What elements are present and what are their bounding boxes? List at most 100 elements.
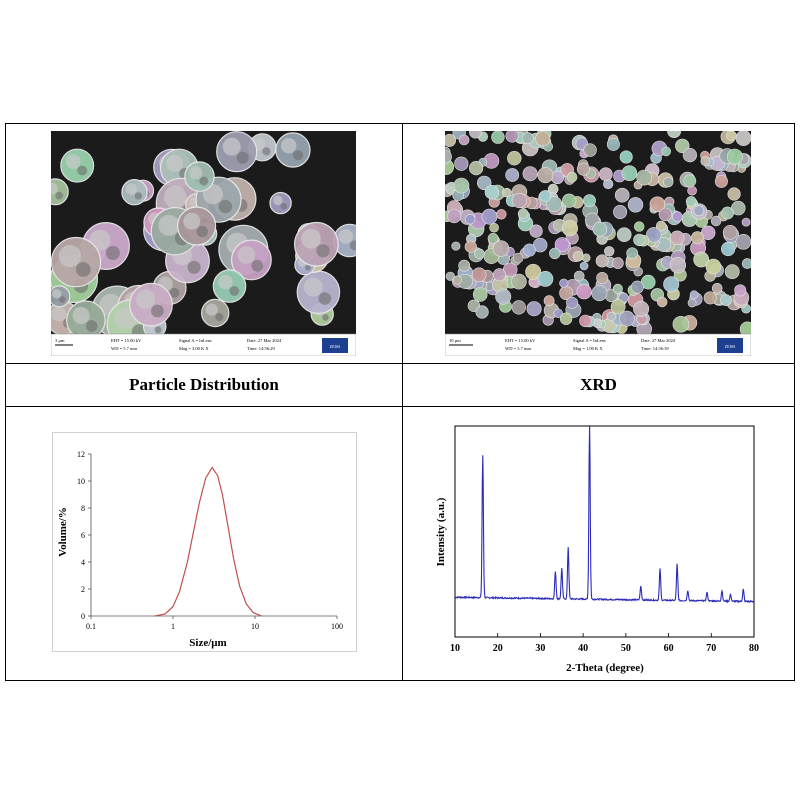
sem-particle xyxy=(481,208,498,225)
xrd-plot-frame xyxy=(454,425,755,638)
xrd-x-tick-label: 30 xyxy=(535,643,545,654)
sem-particle-shadow xyxy=(199,176,209,186)
sem-particle-highlight xyxy=(72,306,90,324)
sem-particle xyxy=(618,310,635,327)
sem-particle xyxy=(525,263,542,280)
sem-particle xyxy=(469,131,482,139)
figure-table xyxy=(5,123,795,681)
sem-particle-shadow xyxy=(187,260,201,274)
sem-particle xyxy=(604,246,615,257)
sem-particle xyxy=(596,272,609,285)
sem-particle xyxy=(475,305,489,319)
sem-particle xyxy=(627,197,644,213)
sem-particle xyxy=(447,209,462,224)
zeiss-logo-left xyxy=(322,338,348,353)
sem-right-scale-label: 10 µm xyxy=(449,338,461,343)
sem-particle xyxy=(505,131,519,143)
sem-particle-highlight xyxy=(218,274,233,290)
sem-particle-shadow xyxy=(169,287,180,298)
table-column-divider xyxy=(402,123,403,681)
sem-particle-shadow xyxy=(318,292,332,305)
sem-particle xyxy=(526,301,542,317)
sem-particle xyxy=(612,283,623,294)
sem-particle-shadow xyxy=(154,326,162,334)
sem-particle xyxy=(522,243,536,257)
sem-particle xyxy=(672,316,690,333)
xrd-x-axis-label: 2-Theta (degree) xyxy=(566,662,644,674)
sem-particle xyxy=(454,156,469,171)
sem-particle-shadow xyxy=(304,264,311,271)
sem-particle xyxy=(710,215,722,227)
xrd-x-tick-label: 10 xyxy=(450,643,460,654)
sem-particle xyxy=(583,194,596,208)
sem-particle xyxy=(610,299,626,315)
sem-particle-highlight xyxy=(237,246,256,264)
sem-particle xyxy=(599,167,613,182)
sem-right-info-2: WD = 5.7 mm xyxy=(505,346,532,351)
sem-particle xyxy=(573,270,585,282)
sem-left-info-3: Signal A = InLens xyxy=(179,338,212,343)
sem-particle xyxy=(458,259,471,272)
sem-particle xyxy=(687,298,697,308)
sem-particle xyxy=(735,131,751,146)
xrd-x-tick-label: 50 xyxy=(621,643,631,654)
xrd-x-tick-label: 80 xyxy=(749,643,759,654)
sem-particle xyxy=(521,132,534,145)
sem-particle-shadow xyxy=(229,286,240,296)
sem-particle-highlight xyxy=(65,154,81,169)
sem-particle-highlight xyxy=(52,289,62,299)
sem-particle xyxy=(705,258,722,275)
sem-particle xyxy=(566,296,579,309)
sem-particle xyxy=(735,234,751,250)
sem-particle-shadow xyxy=(215,313,224,322)
sem-right-info-bar xyxy=(445,333,751,356)
sem-particle xyxy=(621,165,638,182)
sem-particle xyxy=(549,247,561,260)
sem-particle xyxy=(554,237,570,252)
sem-particle xyxy=(657,296,668,308)
sem-particle xyxy=(559,312,573,325)
sem-particle xyxy=(591,285,608,302)
psd-y-tick-label: 4 xyxy=(81,558,85,567)
sem-particle xyxy=(630,280,644,294)
zeiss-logo-right-text: ZEISS xyxy=(725,344,736,349)
sem-particle xyxy=(612,257,624,269)
sem-particle xyxy=(724,264,740,280)
particle-distribution-chart: 0 2 4 6 8 10 12 0.1 1 10 100 Size/μm Volume/% xyxy=(52,432,357,652)
sem-particle xyxy=(616,227,632,242)
sem-particle xyxy=(512,252,524,264)
sem-particle xyxy=(562,193,577,208)
sem-particle xyxy=(693,205,705,216)
sem-particle-highlight xyxy=(58,244,81,268)
sem-particle xyxy=(693,251,710,268)
sem-particle xyxy=(606,311,616,321)
sem-particle xyxy=(619,150,633,164)
sem-particle-shadow xyxy=(196,225,208,238)
sem-left-info-6: Time: 14:56:29 xyxy=(247,346,275,351)
sem-particle-shadow xyxy=(262,147,271,156)
sem-particle xyxy=(726,131,737,142)
sem-particle xyxy=(722,225,738,240)
sem-particle xyxy=(566,171,578,183)
sem-image-right: 10 µm EHT = 15.00 kV WD = 5.7 mm Signal … xyxy=(445,131,751,356)
zeiss-logo-left-text: ZEISS xyxy=(330,344,341,349)
sem-particle xyxy=(505,168,520,182)
sem-particle xyxy=(720,294,732,306)
sem-particle xyxy=(537,270,554,287)
sem-particle xyxy=(474,248,485,260)
psd-y-tick-label: 10 xyxy=(77,477,85,486)
sem-particle xyxy=(595,254,609,268)
sem-particle xyxy=(445,271,455,281)
xrd-chart: 10 20 30 40 50 60 70 80 2-Theta (degree) Intens… xyxy=(435,425,759,674)
sem-particle xyxy=(734,284,747,297)
sem-particle-highlight xyxy=(205,303,218,316)
sem-particle xyxy=(592,221,608,237)
sem-particle xyxy=(690,231,704,245)
sem-particle-highlight xyxy=(222,137,241,156)
sem-particle xyxy=(522,166,538,182)
sem-right-info-4: Mag = 1.00 K X xyxy=(573,346,603,351)
sem-particle xyxy=(687,185,697,196)
sem-particle xyxy=(649,196,666,213)
sem-particle-shadow xyxy=(55,191,64,200)
sem-right-info-1: EHT = 15.00 kV xyxy=(505,338,536,343)
